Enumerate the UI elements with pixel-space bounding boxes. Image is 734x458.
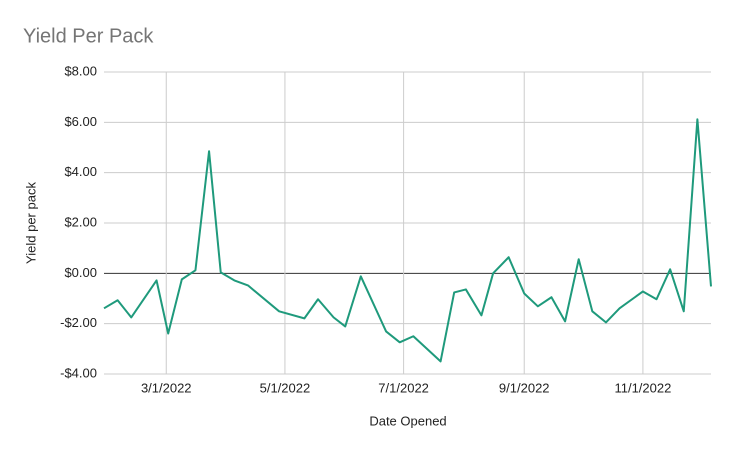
x-tick-label: 5/1/2022 — [260, 380, 311, 395]
y-tick-label: $6.00 — [64, 114, 97, 129]
y-tick-label: $0.00 — [64, 265, 97, 280]
chart-title: Yield Per Pack — [23, 25, 154, 47]
data-line — [103, 118, 712, 363]
x-tick-label: 9/1/2022 — [499, 380, 550, 395]
y-tick-label: -$2.00 — [60, 315, 97, 330]
y-tick-label: -$4.00 — [60, 365, 97, 380]
x-tick-label: 11/1/2022 — [614, 380, 671, 395]
y-tick-label: $8.00 — [64, 63, 97, 78]
x-axis-title: Date Opened — [369, 413, 446, 428]
x-tick-label: 3/1/2022 — [141, 380, 192, 395]
y-tick-label: $2.00 — [64, 214, 97, 229]
y-tick-label: $4.00 — [64, 164, 97, 179]
y-axis-title: Yield per pack — [23, 182, 38, 264]
x-tick-label: 7/1/2022 — [378, 380, 429, 395]
